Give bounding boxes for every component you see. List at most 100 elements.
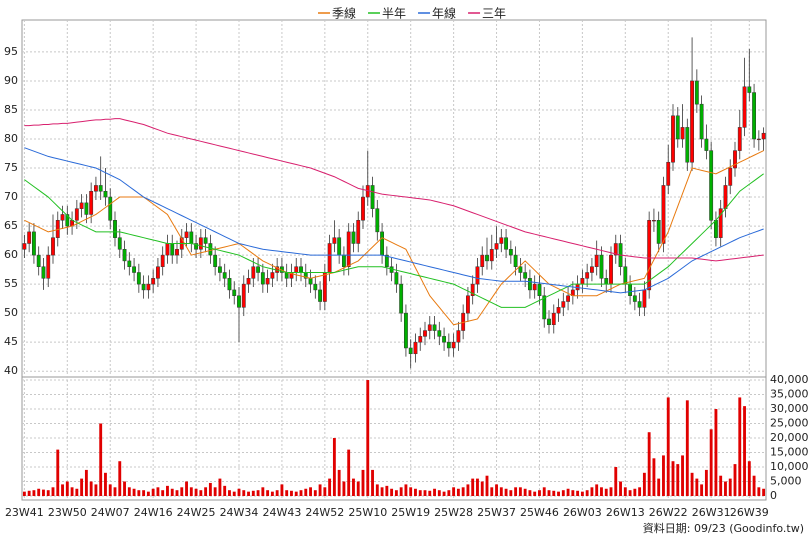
- candle-body: [466, 295, 470, 314]
- volume-bar: [514, 487, 518, 496]
- candle-body: [537, 283, 542, 296]
- x-tick-label: 23W41: [5, 506, 44, 519]
- x-tick-label: 25W46: [520, 506, 559, 519]
- candle-body: [470, 283, 475, 296]
- x-tick-label: 25W19: [391, 506, 430, 519]
- volume-bar: [518, 487, 522, 496]
- volume-bar: [590, 487, 594, 496]
- candle-body: [404, 312, 408, 349]
- volume-bar: [685, 400, 689, 496]
- candle-body: [680, 127, 685, 140]
- y-tick-label: 95: [4, 45, 18, 58]
- x-tick-label: 26W03: [563, 506, 602, 519]
- candle-body: [94, 185, 98, 192]
- volume-bar: [108, 484, 112, 496]
- volume-bar: [118, 461, 122, 496]
- volume-bar: [704, 469, 708, 496]
- volume-bar: [394, 490, 398, 496]
- volume-bar: [375, 484, 379, 496]
- ma-line: [24, 147, 764, 294]
- volume-bar: [318, 484, 322, 496]
- candle-body: [737, 127, 742, 151]
- candle-body: [380, 231, 384, 256]
- candle-body: [528, 278, 532, 291]
- candle-body: [36, 254, 41, 267]
- candle-body: [699, 103, 704, 140]
- volume-bar: [647, 432, 651, 496]
- volume-bar: [671, 461, 675, 496]
- candle-body: [22, 243, 27, 250]
- volume-bar: [452, 487, 456, 496]
- candle-body: [656, 220, 661, 244]
- volume-bar: [89, 481, 93, 496]
- volume-bar: [447, 490, 451, 496]
- candle-body: [89, 190, 94, 215]
- candle-body: [485, 254, 489, 262]
- candle-body: [222, 272, 227, 279]
- candle-body: [756, 138, 761, 141]
- volume-bar: [32, 490, 36, 496]
- candle-body: [141, 283, 146, 291]
- legend-label: 年線: [432, 6, 456, 21]
- volume-bar: [576, 490, 580, 496]
- candle-body: [456, 330, 461, 343]
- x-tick-label: 25W37: [477, 506, 516, 519]
- legend-label: 半年: [382, 7, 406, 21]
- candle-body: [728, 167, 733, 186]
- volume-bar: [433, 488, 436, 496]
- candle-body: [542, 295, 547, 320]
- candle-body: [318, 289, 322, 302]
- candle-body: [203, 237, 208, 244]
- candle-body: [98, 185, 103, 192]
- candle-body: [685, 127, 690, 163]
- volume-bar: [161, 490, 165, 496]
- candle-body: [585, 272, 590, 279]
- volume-bar: [275, 490, 279, 496]
- volume-bar: [75, 488, 79, 496]
- volume-bar: [46, 490, 50, 496]
- volume-bar: [409, 487, 413, 496]
- volume-bar: [332, 438, 336, 496]
- volume-bar: [633, 488, 637, 496]
- candle-body: [709, 150, 714, 221]
- candle-body: [260, 272, 265, 285]
- volume-bar: [480, 481, 484, 496]
- candle-body: [356, 220, 361, 244]
- candle-body: [609, 254, 613, 285]
- volume-bar: [132, 488, 136, 496]
- volume-bar: [566, 488, 570, 496]
- volume-bar: [270, 491, 274, 496]
- y-tick-label: 75: [4, 161, 18, 174]
- candle-body: [623, 266, 628, 285]
- x-tick-label: 26W22: [649, 506, 688, 519]
- candle-body: [208, 243, 213, 256]
- candle-body: [647, 220, 652, 291]
- candle-body: [108, 196, 113, 221]
- candle-body: [580, 278, 585, 285]
- candle-body: [332, 237, 337, 244]
- volume-bar: [495, 484, 498, 496]
- candle-body: [127, 260, 132, 267]
- volume-bar: [542, 487, 546, 496]
- candle-body: [599, 254, 604, 279]
- candle-body: [27, 231, 32, 244]
- volume-bar: [194, 488, 198, 496]
- candle-body: [361, 196, 365, 221]
- volume-bar: [623, 487, 627, 496]
- candle-body: [551, 312, 556, 326]
- candle-body: [375, 208, 380, 233]
- candle-body: [423, 330, 427, 337]
- y-tick-label: 50: [4, 306, 18, 319]
- volume-bar: [208, 482, 212, 496]
- y-tick-label: 80: [4, 132, 18, 145]
- volume-bar: [151, 488, 155, 496]
- candle-body: [532, 283, 537, 291]
- legend-label: 季線: [332, 6, 356, 21]
- volume-bar: [662, 455, 665, 496]
- volume-bar: [595, 484, 599, 496]
- y-tick-label: 90: [4, 74, 18, 87]
- volume-bar: [476, 478, 479, 496]
- candle-body: [136, 272, 141, 285]
- volume-bar: [380, 487, 384, 496]
- candle-body: [232, 289, 237, 296]
